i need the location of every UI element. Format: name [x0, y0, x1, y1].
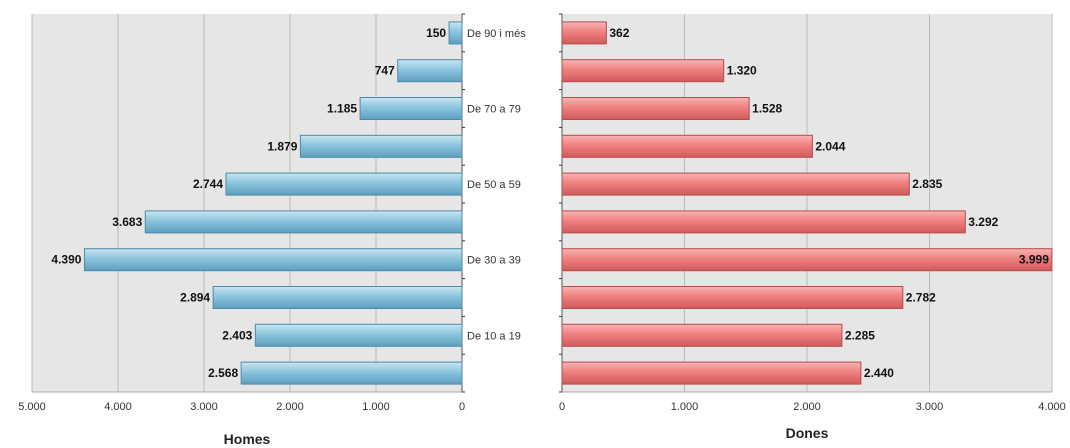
men-value-label: 1.879	[267, 139, 297, 153]
men-value-label: 150	[426, 26, 446, 40]
women-value-label: 2.782	[906, 291, 936, 305]
women-bar	[561, 361, 862, 385]
women-bar	[561, 210, 966, 234]
men-bar	[254, 323, 463, 347]
age-group-label: De 50 a 59	[467, 179, 521, 191]
women-value-label: 1.528	[752, 102, 782, 116]
men-bar	[359, 97, 463, 120]
women-x-tick-label: 2.000	[793, 401, 821, 413]
men-bar	[397, 59, 463, 83]
age-group-label: De 90 i més	[467, 28, 526, 40]
age-group-labels: De 90 i més De 70 a 79 De 50 a 59 De 30 a 3…	[467, 28, 526, 342]
women-panel: 0 1.000 2.000 3.000 4.000 362 1.320 1.528 2.044 2…	[559, 13, 1066, 441]
women-value-label: 2.835	[912, 177, 942, 191]
men-bar	[299, 134, 463, 158]
women-x-tick-label: 1.000	[671, 401, 699, 413]
men-bar	[225, 172, 463, 196]
men-x-tick-label: 4.000	[104, 401, 132, 413]
men-value-label: 4.390	[51, 253, 81, 267]
women-bar	[561, 59, 725, 83]
men-x-tick-label: 5.000	[18, 401, 46, 413]
women-x-tick-label: 0	[559, 401, 565, 413]
men-value-label: 1.185	[327, 102, 357, 116]
men-value-label: 2.894	[180, 291, 210, 305]
men-value-label: 2.744	[193, 177, 223, 191]
women-bar	[561, 134, 813, 158]
age-group-label: De 10 a 19	[467, 330, 521, 342]
men-bar	[212, 286, 463, 309]
women-value-label: 2.285	[845, 328, 875, 342]
women-bar	[561, 21, 607, 45]
women-x-tick-label: 3.000	[916, 401, 944, 413]
age-group-label: De 30 a 39	[467, 255, 521, 267]
men-value-label: 747	[375, 64, 395, 78]
women-value-label: 362	[609, 26, 629, 40]
men-axis-title: Homes	[224, 431, 271, 447]
women-value-label: 2.440	[864, 366, 894, 380]
men-value-label: 2.403	[222, 328, 252, 342]
age-group-label: De 70 a 79	[467, 104, 521, 116]
women-value-label: 1.320	[727, 64, 757, 78]
women-value-label: 2.044	[815, 139, 845, 153]
women-bar	[561, 172, 910, 196]
men-x-tick-label: 1.000	[362, 401, 390, 413]
women-bar	[561, 286, 904, 309]
men-x-tick-label: 2.000	[276, 401, 304, 413]
women-bar	[561, 97, 750, 120]
men-bar	[448, 21, 463, 45]
men-x-tick-label: 0	[459, 401, 465, 413]
men-x-tick-label: 3.000	[190, 401, 218, 413]
women-value-label: 3.999	[1019, 253, 1049, 267]
women-bar	[561, 248, 1053, 272]
men-bar	[83, 248, 463, 272]
women-axis-title: Dones	[786, 425, 829, 441]
women-value-label: 3.292	[968, 215, 998, 229]
men-panel: 5.000 4.000 3.000 2.000 1.000 0 150 747 1.185 1.8…	[18, 13, 465, 447]
men-value-label: 2.568	[208, 366, 238, 380]
men-bar	[240, 361, 463, 385]
men-bar	[144, 210, 463, 234]
men-value-label: 3.683	[112, 215, 142, 229]
women-bar	[561, 323, 843, 347]
women-x-tick-label: 4.000	[1038, 401, 1066, 413]
